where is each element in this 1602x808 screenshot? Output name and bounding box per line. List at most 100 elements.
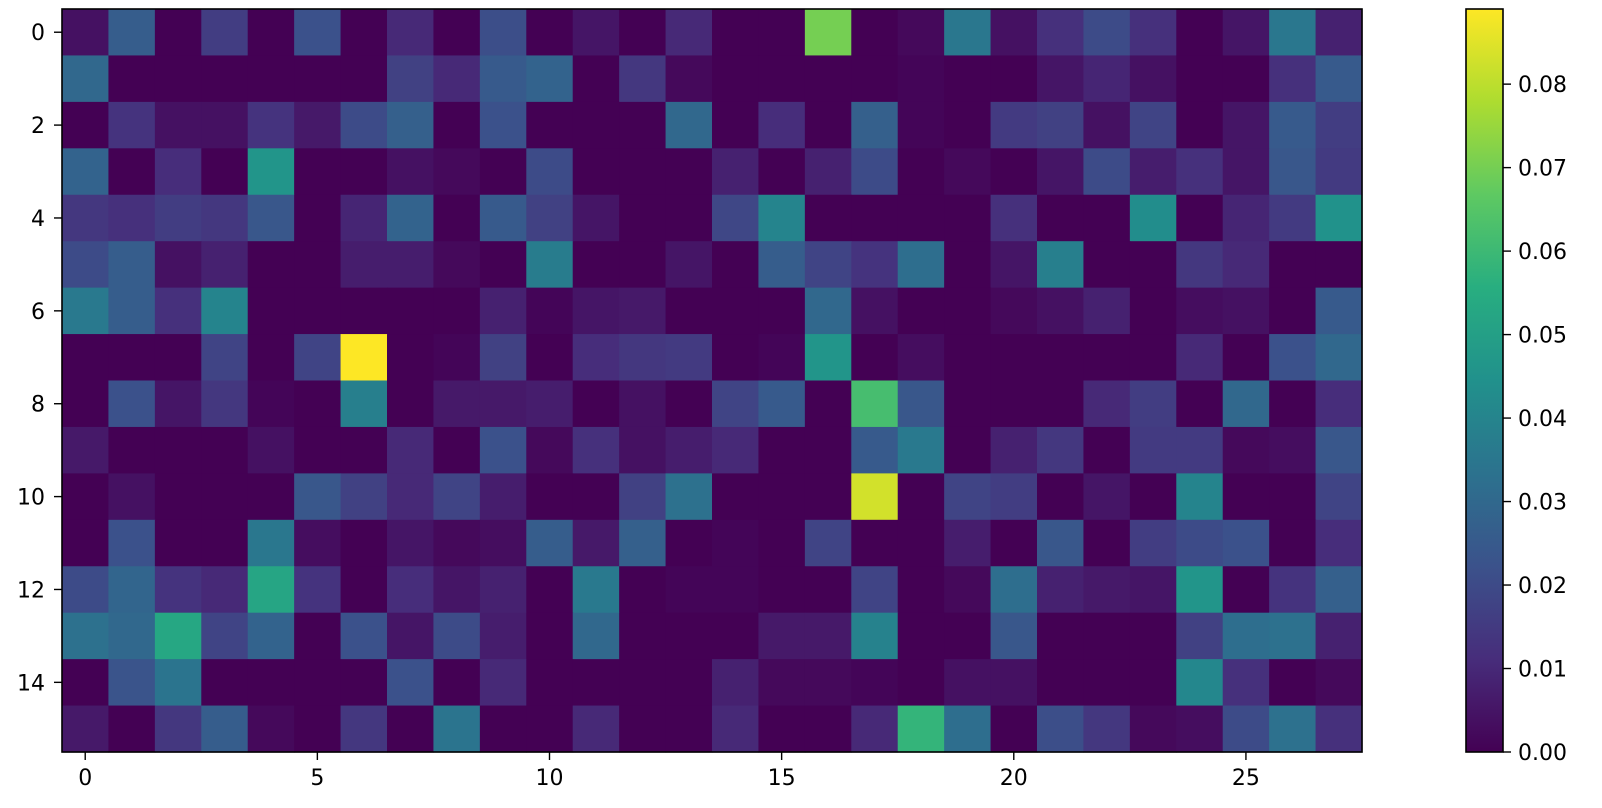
heatmap-cell [619,426,667,474]
heatmap-cell [294,473,342,521]
x-tick-label: 20 [1000,766,1028,791]
heatmap-cell [1269,194,1317,242]
y-tick-label: 14 [17,671,45,696]
heatmap-cell [526,241,574,289]
heatmap-cell [619,241,667,289]
heatmap-cell [944,659,992,707]
heatmap-cell [712,612,760,660]
heatmap-cell [619,194,667,242]
heatmap-cell [526,426,574,474]
heatmap-cell [665,473,713,521]
heatmap-cell [1222,426,1270,474]
colorbar-tick-label: 0.07 [1518,157,1567,182]
heatmap-cell [897,426,945,474]
x-tick-label: 0 [78,766,92,791]
heatmap-cell [526,9,574,57]
heatmap-cell [108,9,156,57]
heatmap-cell [665,194,713,242]
heatmap-cell [758,148,806,196]
heatmap-cell [247,287,295,335]
heatmap-cell [1037,194,1085,242]
heatmap-cell [572,334,620,382]
heatmap-cell [619,148,667,196]
heatmap-cell [851,148,899,196]
heatmap-cell [1176,55,1224,103]
heatmap-cell [294,334,342,382]
x-tick-label: 10 [536,766,564,791]
heatmap-cell [1083,519,1131,567]
heatmap-cell [108,659,156,707]
heatmap-cell [201,705,249,753]
heatmap-cell [990,9,1038,57]
heatmap-cell [1222,380,1270,428]
heatmap-cell [1129,287,1177,335]
heatmap-cell [712,705,760,753]
heatmap-cell [665,659,713,707]
heatmap-cell [851,705,899,753]
heatmap-cell [1083,566,1131,614]
heatmap-cell [1315,287,1363,335]
heatmap-cell [897,101,945,149]
heatmap-cell [990,101,1038,149]
heatmap-cell [897,380,945,428]
heatmap-cell [1037,334,1085,382]
heatmap-cell [1083,380,1131,428]
heatmap-cell [758,426,806,474]
heatmap-cell [387,101,435,149]
heatmap-cell [526,473,574,521]
heatmap-cell [433,55,481,103]
heatmap-cell [526,705,574,753]
heatmap-cell [108,705,156,753]
heatmap-cell [990,612,1038,660]
heatmap-cell [572,101,620,149]
heatmap-cell [1222,287,1270,335]
heatmap-cell [758,241,806,289]
heatmap-cell [201,334,249,382]
heatmap-cell [897,566,945,614]
heatmap-cell [944,287,992,335]
heatmap-cell [62,101,110,149]
heatmap-cell [294,101,342,149]
heatmap-cell [712,101,760,149]
heatmap-cell [572,194,620,242]
heatmap-cell [619,287,667,335]
heatmap-cell [804,334,852,382]
heatmap-cell [804,705,852,753]
colorbar-tick-label: 0.01 [1518,658,1567,683]
heatmap-cell [108,334,156,382]
heatmap-cell [247,566,295,614]
heatmap-cell [851,334,899,382]
heatmap-cell [1129,426,1177,474]
heatmap-cell [990,241,1038,289]
heatmap-cell [665,705,713,753]
heatmap-cell [1176,148,1224,196]
heatmap-cell [108,148,156,196]
heatmap-cell [387,334,435,382]
heatmap-cell [433,659,481,707]
heatmap-cell [108,241,156,289]
y-tick-label: 8 [31,393,45,418]
heatmap-cell [1315,566,1363,614]
heatmap-cell [433,380,481,428]
heatmap-cell [154,101,202,149]
heatmap-cell [665,426,713,474]
heatmap-cell [572,659,620,707]
heatmap-cell [1269,334,1317,382]
heatmap-cell [433,148,481,196]
heatmap-cell [1269,55,1317,103]
heatmap-cell [1315,473,1363,521]
heatmap-cell [1315,241,1363,289]
heatmap-cell [108,101,156,149]
colorbar-tick-label: 0.06 [1518,240,1567,265]
heatmap-cell [247,241,295,289]
heatmap-cell [572,705,620,753]
heatmap-cell [804,473,852,521]
heatmap-cell [201,426,249,474]
heatmap-cell [851,101,899,149]
heatmap-cell [294,287,342,335]
heatmap-cell [154,9,202,57]
heatmap-cell [247,148,295,196]
heatmap-cell [1129,148,1177,196]
heatmap-cell [1176,287,1224,335]
heatmap-cell [154,380,202,428]
